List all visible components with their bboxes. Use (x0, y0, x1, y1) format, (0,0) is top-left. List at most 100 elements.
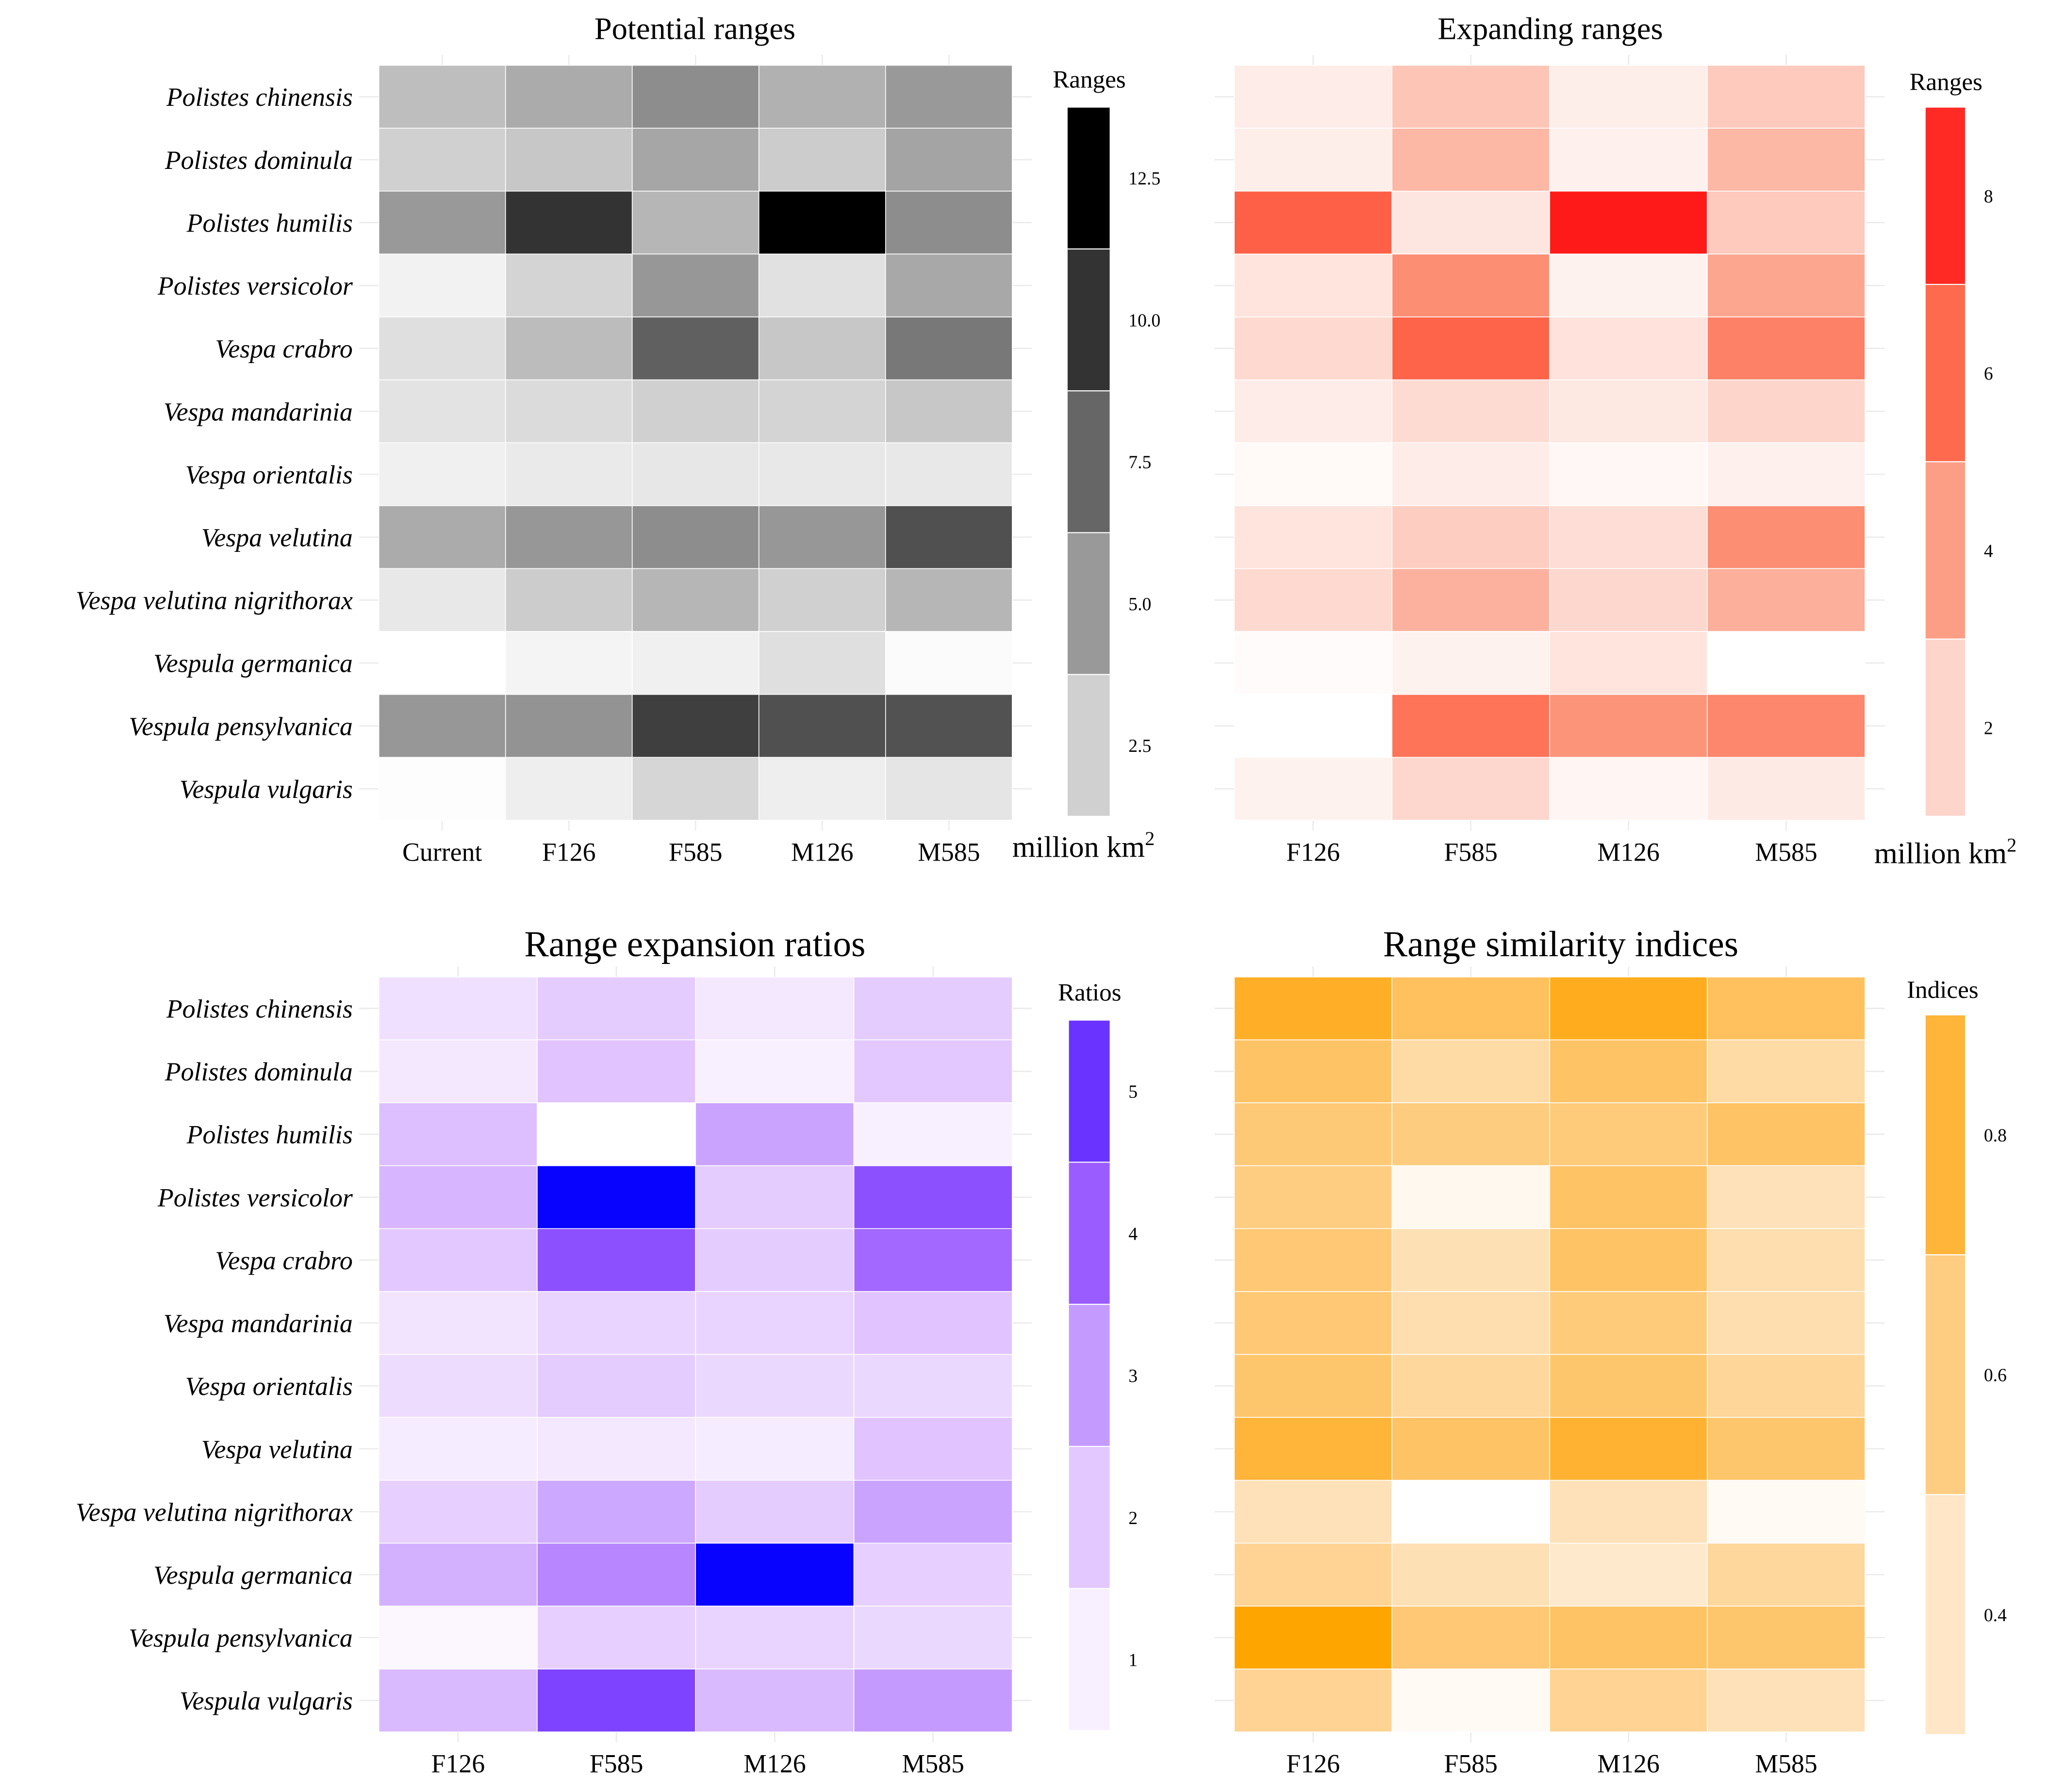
heatmap-cell (378, 1102, 538, 1166)
heatmap-cell (537, 1039, 696, 1103)
heatmap-cell (1549, 1606, 1708, 1670)
heatmap-cell (1391, 1354, 1550, 1418)
heatmap-cell (758, 568, 886, 632)
heatmap-cell (1234, 977, 1392, 1041)
row-label: Vespula pensylvanica (129, 712, 353, 741)
heatmap-cell (1707, 253, 1866, 317)
heatmap-cell (1391, 505, 1550, 569)
heatmap-cell (758, 128, 886, 192)
legend-tick-label: 1 (1128, 1650, 1138, 1671)
legend-tick-label: 5.0 (1128, 594, 1151, 614)
legend-tick-label: 5 (1128, 1081, 1138, 1102)
heatmap-cell (378, 1668, 538, 1733)
row-label: Vespa crabro (215, 1246, 352, 1275)
heatmap-cell (1234, 442, 1392, 506)
row-label: Vespa velutina nigrithorax (76, 1497, 353, 1527)
heatmap-cell (537, 1102, 696, 1166)
heatmap-cell (853, 1479, 1013, 1544)
heatmap-cell (695, 1165, 855, 1229)
heatmap-cell (1707, 1102, 1866, 1166)
column-label: F126 (431, 1749, 485, 1778)
column-label: M585 (902, 1749, 964, 1778)
heatmap-cell (695, 1291, 855, 1355)
heatmap-cell (537, 1479, 696, 1544)
legend-tick-label: 2 (1984, 718, 1993, 739)
row-label: Vespa velutina nigrithorax (76, 586, 353, 615)
heatmap-cell (695, 1479, 855, 1544)
panel-title: Potential ranges (595, 11, 795, 46)
heatmap-cell (1391, 631, 1550, 695)
heatmap-cell (378, 316, 506, 381)
row-label: Polistes humilis (186, 1120, 353, 1149)
heatmap-cell (378, 1479, 538, 1544)
heatmap-cell (631, 253, 760, 317)
heatmap-cell (1707, 379, 1866, 444)
heatmap-cell (1234, 1668, 1392, 1733)
heatmap-cell (1234, 1039, 1392, 1103)
legend-tick-label: 4 (1984, 541, 1993, 561)
heatmap-cell (378, 1606, 538, 1670)
heatmap-cell (1549, 568, 1708, 632)
heatmap-cell (853, 1354, 1013, 1418)
heatmap-cell (631, 190, 760, 255)
heatmap-cell (1234, 1543, 1392, 1607)
heatmap-cell (378, 379, 506, 444)
heatmap-cell (378, 1417, 538, 1481)
heatmap-cell (1234, 1479, 1392, 1544)
legend-bin (1924, 1494, 1966, 1735)
heatmap-cell (1549, 1668, 1708, 1733)
heatmap-cell (378, 1165, 538, 1229)
heatmap-cell (537, 1668, 696, 1733)
heatmap-cell (695, 1228, 855, 1292)
heatmap-cell (1549, 1165, 1708, 1229)
heatmap-cell (378, 1543, 538, 1607)
heatmap-cell (505, 316, 633, 381)
legend-bin (1924, 1014, 1966, 1256)
heatmap-cell (378, 977, 538, 1041)
heatmap-cell (1707, 568, 1866, 632)
heatmap-cell (695, 1543, 855, 1607)
legend-bin (1066, 390, 1111, 533)
heatmap-cell (505, 442, 633, 506)
heatmap-cell (758, 65, 886, 129)
heatmap-cell (758, 757, 886, 821)
row-label: Polistes dominula (165, 1057, 353, 1086)
heatmap-cell (1707, 1165, 1866, 1229)
heatmap-cell (631, 757, 760, 821)
column-label: F585 (590, 1749, 644, 1778)
heatmap-cell (1391, 1668, 1550, 1733)
legend-tick-label: 0.6 (1984, 1365, 2007, 1386)
heatmap-cell (1707, 316, 1866, 381)
heatmap-cell (1234, 65, 1392, 129)
heatmap-cell (1391, 1039, 1550, 1103)
heatmap-cell (537, 1291, 696, 1355)
heatmap-cell (885, 253, 1013, 317)
heatmap-cell (758, 631, 886, 695)
legend-bin (1924, 461, 1966, 640)
panel-title: Range expansion ratios (524, 924, 865, 964)
panel-title: Range similarity indices (1383, 924, 1738, 964)
heatmap-cell (1707, 1606, 1866, 1670)
heatmap-cell (758, 190, 886, 255)
heatmap-cell (1707, 977, 1866, 1041)
heatmap-cell (537, 1228, 696, 1292)
heatmap-cell (378, 505, 506, 569)
heatmap-cell (631, 631, 760, 695)
heatmap-cell (537, 1543, 696, 1607)
heatmap-panel-2: Expanding ranges F126 F585 M126 M585 2 4 6 8 Rang… (1214, 11, 2016, 870)
heatmap-cell (1391, 1479, 1550, 1544)
heatmap-cell (885, 65, 1013, 129)
heatmap-cell (1549, 379, 1708, 444)
legend-bin (1066, 674, 1111, 817)
legend-tick-label: 0.8 (1984, 1125, 2007, 1145)
heatmap-cell (1549, 1479, 1708, 1544)
legend-unit-text: million km (1874, 837, 2007, 870)
heatmap-cell (1234, 1417, 1392, 1481)
heatmap-cell (537, 1417, 696, 1481)
row-label: Vespa orientalis (185, 460, 353, 489)
heatmap-cell (1391, 1291, 1550, 1355)
heatmap-cell (1707, 128, 1866, 192)
heatmap-cell (758, 694, 886, 758)
heatmap-cell (631, 568, 760, 632)
